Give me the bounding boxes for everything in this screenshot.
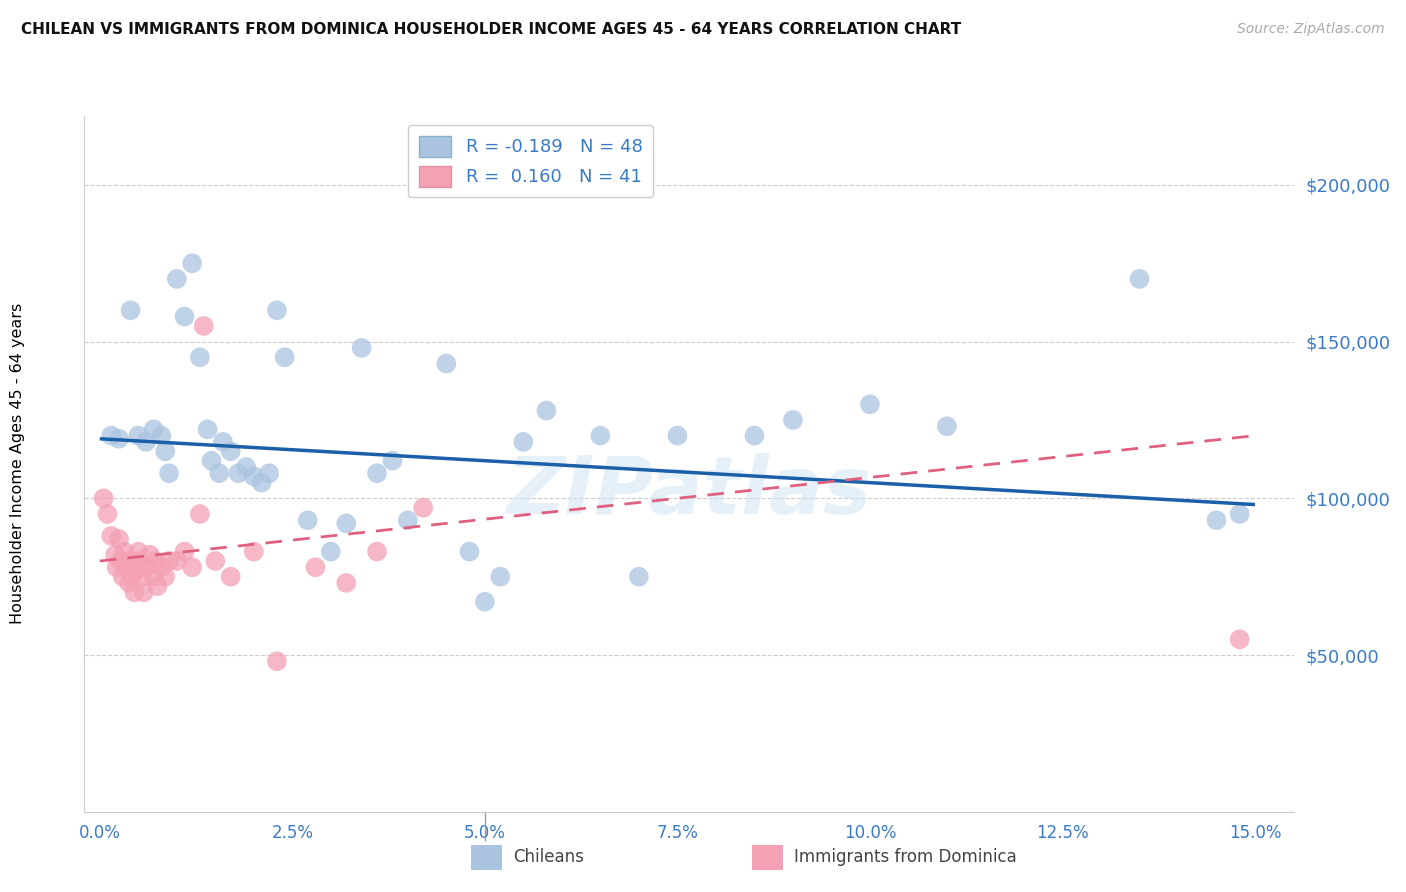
Point — [335, 516, 357, 531]
Point — [335, 576, 357, 591]
Point — [124, 585, 146, 599]
Point — [212, 434, 235, 449]
Point — [131, 569, 153, 583]
Point — [135, 560, 157, 574]
Point — [666, 428, 689, 442]
Point — [243, 469, 266, 483]
Point — [104, 548, 127, 562]
Point — [512, 434, 534, 449]
Point — [132, 585, 155, 599]
Point — [120, 554, 142, 568]
Point — [235, 460, 257, 475]
Point — [150, 428, 173, 442]
Point — [112, 544, 135, 558]
Text: ZIPatlas: ZIPatlas — [506, 452, 872, 531]
Point — [120, 303, 142, 318]
Point — [146, 579, 169, 593]
Point — [173, 310, 195, 324]
Point — [266, 303, 288, 318]
Point — [142, 422, 165, 436]
Point — [219, 569, 242, 583]
Text: Immigrants from Dominica: Immigrants from Dominica — [794, 848, 1017, 866]
Point — [193, 318, 215, 333]
Point — [381, 453, 404, 467]
Point — [458, 544, 481, 558]
Point — [157, 467, 180, 481]
Point — [111, 569, 134, 583]
Point — [319, 544, 342, 558]
Point — [936, 419, 959, 434]
Point — [127, 428, 149, 442]
Point — [150, 560, 173, 574]
Point — [434, 357, 457, 371]
Point — [108, 532, 131, 546]
Point — [208, 467, 231, 481]
Point — [96, 507, 118, 521]
Point — [589, 428, 612, 442]
Point — [118, 576, 141, 591]
Point — [139, 548, 162, 562]
Point — [108, 432, 131, 446]
Point — [125, 563, 148, 577]
Point — [859, 397, 882, 411]
Point — [181, 560, 204, 574]
Point — [627, 569, 650, 583]
Point — [366, 544, 388, 558]
Point — [127, 544, 149, 558]
Point — [166, 272, 188, 286]
Legend: R = -0.189   N = 48, R =  0.160   N = 41: R = -0.189 N = 48, R = 0.160 N = 41 — [408, 125, 654, 197]
Point — [219, 444, 242, 458]
Point — [266, 654, 288, 668]
Point — [100, 529, 122, 543]
Point — [121, 569, 143, 583]
Point — [128, 554, 150, 568]
Point — [474, 595, 496, 609]
Point — [396, 513, 419, 527]
Point — [181, 256, 204, 270]
Point — [250, 475, 273, 490]
Point — [188, 351, 211, 365]
Point — [744, 428, 766, 442]
Point — [1128, 272, 1150, 286]
Point — [155, 444, 177, 458]
Point — [304, 560, 326, 574]
Point — [1205, 513, 1227, 527]
Point — [489, 569, 512, 583]
Point — [273, 351, 295, 365]
Point — [536, 403, 558, 417]
Point — [1229, 507, 1251, 521]
Text: Source: ZipAtlas.com: Source: ZipAtlas.com — [1237, 22, 1385, 37]
Point — [157, 554, 180, 568]
Point — [105, 560, 128, 574]
Text: CHILEAN VS IMMIGRANTS FROM DOMINICA HOUSEHOLDER INCOME AGES 45 - 64 YEARS CORREL: CHILEAN VS IMMIGRANTS FROM DOMINICA HOUS… — [21, 22, 962, 37]
Point — [155, 569, 177, 583]
Text: Householder Income Ages 45 - 64 years: Householder Income Ages 45 - 64 years — [10, 303, 25, 624]
Point — [100, 428, 122, 442]
Point — [110, 554, 132, 568]
Point — [297, 513, 319, 527]
Point — [243, 544, 266, 558]
Text: Chileans: Chileans — [513, 848, 583, 866]
Point — [166, 554, 188, 568]
Point — [135, 434, 157, 449]
Point — [173, 544, 195, 558]
Point — [143, 554, 166, 568]
Point — [1229, 632, 1251, 647]
Point — [142, 569, 165, 583]
Point — [257, 467, 280, 481]
Point — [115, 560, 138, 574]
Point — [200, 453, 222, 467]
Point — [350, 341, 373, 355]
Point — [204, 554, 226, 568]
Point — [366, 467, 388, 481]
Point — [412, 500, 434, 515]
Point — [197, 422, 219, 436]
Point — [188, 507, 211, 521]
Point — [228, 467, 250, 481]
Point — [782, 413, 804, 427]
Point — [93, 491, 115, 506]
